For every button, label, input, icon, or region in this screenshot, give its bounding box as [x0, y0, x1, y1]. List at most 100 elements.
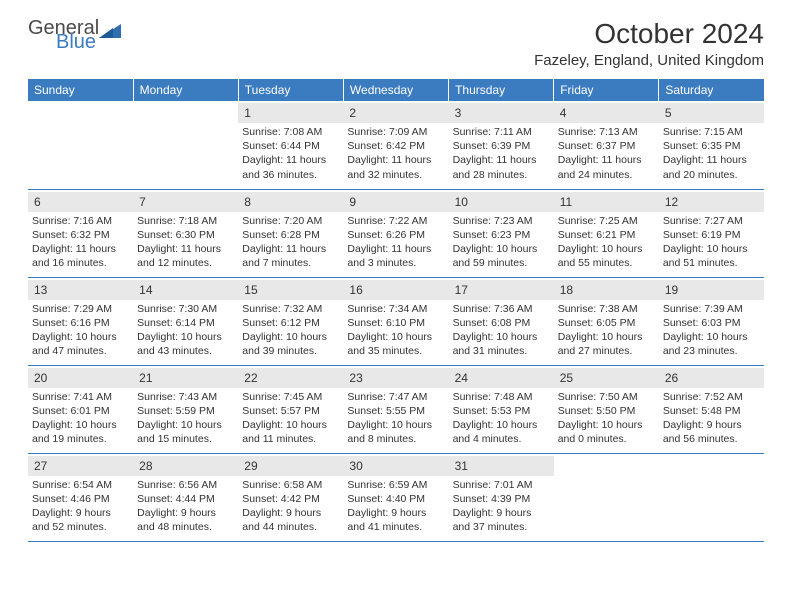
logo: General Blue — [28, 18, 121, 52]
daylight-text: Daylight: 10 hours and 23 minutes. — [663, 330, 760, 358]
sunset-text: Sunset: 6:10 PM — [347, 316, 444, 330]
daylight-text: Daylight: 11 hours and 3 minutes. — [347, 242, 444, 270]
day-number: 17 — [449, 280, 554, 300]
sunset-text: Sunset: 4:39 PM — [453, 492, 550, 506]
calendar-day-cell: 9Sunrise: 7:22 AMSunset: 6:26 PMDaylight… — [343, 189, 448, 277]
calendar-day-cell: 12Sunrise: 7:27 AMSunset: 6:19 PMDayligh… — [659, 189, 764, 277]
sunrise-text: Sunrise: 7:27 AM — [663, 214, 760, 228]
day-number: 11 — [554, 192, 659, 212]
calendar-day-cell: 16Sunrise: 7:34 AMSunset: 6:10 PMDayligh… — [343, 277, 448, 365]
day-number: 22 — [238, 368, 343, 388]
calendar-week-row: 20Sunrise: 7:41 AMSunset: 6:01 PMDayligh… — [28, 365, 764, 453]
day-details: Sunrise: 7:01 AMSunset: 4:39 PMDaylight:… — [453, 478, 550, 535]
sunrise-text: Sunrise: 7:29 AM — [32, 302, 129, 316]
day-details: Sunrise: 7:25 AMSunset: 6:21 PMDaylight:… — [558, 214, 655, 271]
calendar-day-cell: 23Sunrise: 7:47 AMSunset: 5:55 PMDayligh… — [343, 365, 448, 453]
daylight-text: Daylight: 10 hours and 27 minutes. — [558, 330, 655, 358]
day-number: 30 — [343, 456, 448, 476]
sunrise-text: Sunrise: 7:09 AM — [347, 125, 444, 139]
sunset-text: Sunset: 6:23 PM — [453, 228, 550, 242]
calendar-day-cell: 8Sunrise: 7:20 AMSunset: 6:28 PMDaylight… — [238, 189, 343, 277]
day-details: Sunrise: 7:52 AMSunset: 5:48 PMDaylight:… — [663, 390, 760, 447]
day-number: 14 — [133, 280, 238, 300]
sunset-text: Sunset: 4:44 PM — [137, 492, 234, 506]
day-header: Saturday — [659, 79, 764, 101]
day-details: Sunrise: 6:56 AMSunset: 4:44 PMDaylight:… — [137, 478, 234, 535]
day-details: Sunrise: 7:08 AMSunset: 6:44 PMDaylight:… — [242, 125, 339, 182]
daylight-text: Daylight: 10 hours and 15 minutes. — [137, 418, 234, 446]
calendar-day-cell: 7Sunrise: 7:18 AMSunset: 6:30 PMDaylight… — [133, 189, 238, 277]
sunrise-text: Sunrise: 7:43 AM — [137, 390, 234, 404]
calendar-day-cell: 26Sunrise: 7:52 AMSunset: 5:48 PMDayligh… — [659, 365, 764, 453]
calendar-table: Sunday Monday Tuesday Wednesday Thursday… — [28, 79, 764, 542]
calendar-day-cell: 20Sunrise: 7:41 AMSunset: 6:01 PMDayligh… — [28, 365, 133, 453]
day-details: Sunrise: 7:13 AMSunset: 6:37 PMDaylight:… — [558, 125, 655, 182]
daylight-text: Daylight: 10 hours and 8 minutes. — [347, 418, 444, 446]
sunset-text: Sunset: 5:50 PM — [558, 404, 655, 418]
sunset-text: Sunset: 6:01 PM — [32, 404, 129, 418]
calendar-day-cell: 14Sunrise: 7:30 AMSunset: 6:14 PMDayligh… — [133, 277, 238, 365]
daylight-text: Daylight: 9 hours and 41 minutes. — [347, 506, 444, 534]
sunrise-text: Sunrise: 7:52 AM — [663, 390, 760, 404]
calendar-day-cell: . — [554, 453, 659, 541]
calendar-day-cell: 17Sunrise: 7:36 AMSunset: 6:08 PMDayligh… — [449, 277, 554, 365]
sunrise-text: Sunrise: 7:15 AM — [663, 125, 760, 139]
sunset-text: Sunset: 6:12 PM — [242, 316, 339, 330]
sunset-text: Sunset: 6:28 PM — [242, 228, 339, 242]
sunrise-text: Sunrise: 7:16 AM — [32, 214, 129, 228]
daylight-text: Daylight: 11 hours and 28 minutes. — [453, 153, 550, 181]
day-header: Tuesday — [238, 79, 343, 101]
day-details: Sunrise: 6:54 AMSunset: 4:46 PMDaylight:… — [32, 478, 129, 535]
sunset-text: Sunset: 6:37 PM — [558, 139, 655, 153]
sunrise-text: Sunrise: 6:54 AM — [32, 478, 129, 492]
sunset-text: Sunset: 6:30 PM — [137, 228, 234, 242]
sunrise-text: Sunrise: 7:23 AM — [453, 214, 550, 228]
sunrise-text: Sunrise: 7:36 AM — [453, 302, 550, 316]
day-number: 2 — [343, 103, 448, 123]
daylight-text: Daylight: 11 hours and 36 minutes. — [242, 153, 339, 181]
sunrise-text: Sunrise: 7:39 AM — [663, 302, 760, 316]
day-details: Sunrise: 7:20 AMSunset: 6:28 PMDaylight:… — [242, 214, 339, 271]
calendar-day-cell: 11Sunrise: 7:25 AMSunset: 6:21 PMDayligh… — [554, 189, 659, 277]
day-details: Sunrise: 7:38 AMSunset: 6:05 PMDaylight:… — [558, 302, 655, 359]
sunrise-text: Sunrise: 7:50 AM — [558, 390, 655, 404]
day-number: 25 — [554, 368, 659, 388]
day-details: Sunrise: 7:29 AMSunset: 6:16 PMDaylight:… — [32, 302, 129, 359]
daylight-text: Daylight: 9 hours and 48 minutes. — [137, 506, 234, 534]
sunrise-text: Sunrise: 7:08 AM — [242, 125, 339, 139]
day-details: Sunrise: 7:22 AMSunset: 6:26 PMDaylight:… — [347, 214, 444, 271]
daylight-text: Daylight: 10 hours and 51 minutes. — [663, 242, 760, 270]
day-number: 15 — [238, 280, 343, 300]
sunrise-text: Sunrise: 7:11 AM — [453, 125, 550, 139]
day-number: 5 — [659, 103, 764, 123]
day-details: Sunrise: 7:39 AMSunset: 6:03 PMDaylight:… — [663, 302, 760, 359]
sunset-text: Sunset: 6:14 PM — [137, 316, 234, 330]
calendar-day-cell: 2Sunrise: 7:09 AMSunset: 6:42 PMDaylight… — [343, 101, 448, 189]
calendar-day-cell: . — [659, 453, 764, 541]
calendar-week-row: 13Sunrise: 7:29 AMSunset: 6:16 PMDayligh… — [28, 277, 764, 365]
sunrise-text: Sunrise: 6:59 AM — [347, 478, 444, 492]
day-number: 20 — [28, 368, 133, 388]
daylight-text: Daylight: 10 hours and 59 minutes. — [453, 242, 550, 270]
logo-text-blue: Blue — [56, 32, 96, 52]
sunset-text: Sunset: 6:32 PM — [32, 228, 129, 242]
day-number: 12 — [659, 192, 764, 212]
day-details: Sunrise: 6:58 AMSunset: 4:42 PMDaylight:… — [242, 478, 339, 535]
sunrise-text: Sunrise: 7:20 AM — [242, 214, 339, 228]
sunrise-text: Sunrise: 6:58 AM — [242, 478, 339, 492]
day-header: Monday — [133, 79, 238, 101]
day-details: Sunrise: 7:15 AMSunset: 6:35 PMDaylight:… — [663, 125, 760, 182]
day-header-row: Sunday Monday Tuesday Wednesday Thursday… — [28, 79, 764, 101]
day-number: 31 — [449, 456, 554, 476]
calendar-day-cell: 29Sunrise: 6:58 AMSunset: 4:42 PMDayligh… — [238, 453, 343, 541]
header: General Blue October 2024 Fazeley, Engla… — [28, 18, 764, 69]
day-number: 16 — [343, 280, 448, 300]
calendar-day-cell: 25Sunrise: 7:50 AMSunset: 5:50 PMDayligh… — [554, 365, 659, 453]
sunrise-text: Sunrise: 7:48 AM — [453, 390, 550, 404]
sunrise-text: Sunrise: 7:18 AM — [137, 214, 234, 228]
calendar-day-cell: 30Sunrise: 6:59 AMSunset: 4:40 PMDayligh… — [343, 453, 448, 541]
sunset-text: Sunset: 6:44 PM — [242, 139, 339, 153]
day-details: Sunrise: 7:48 AMSunset: 5:53 PMDaylight:… — [453, 390, 550, 447]
sunrise-text: Sunrise: 7:22 AM — [347, 214, 444, 228]
sunset-text: Sunset: 6:35 PM — [663, 139, 760, 153]
